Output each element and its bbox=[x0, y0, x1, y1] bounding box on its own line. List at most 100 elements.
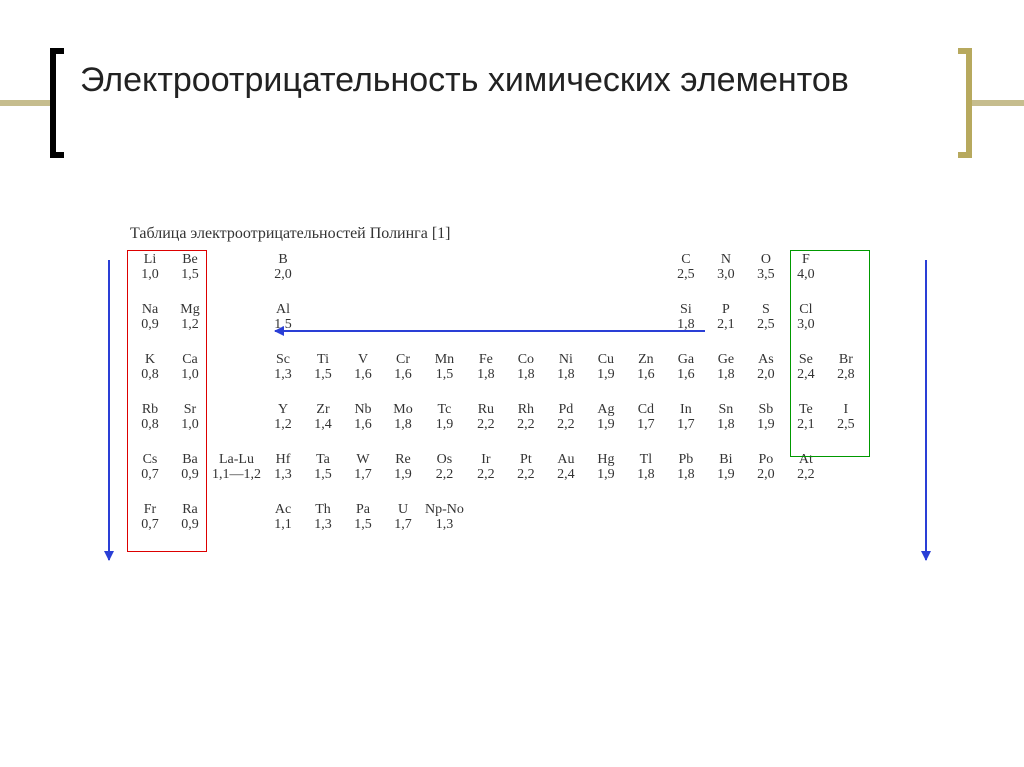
element-symbol: O bbox=[748, 252, 784, 267]
element-cell: Ru2,2 bbox=[466, 402, 506, 446]
element-cell bbox=[466, 302, 506, 346]
element-value: 1,3 bbox=[265, 367, 301, 382]
element-symbol: Pa bbox=[345, 502, 381, 517]
element-symbol: Tl bbox=[628, 452, 664, 467]
element-symbol: Pt bbox=[508, 452, 544, 467]
element-value: 1,2 bbox=[265, 417, 301, 432]
element-value: 1,6 bbox=[668, 367, 704, 382]
element-value: 1,5 bbox=[305, 367, 341, 382]
element-value: 2,2 bbox=[788, 467, 824, 482]
element-symbol: Cr bbox=[385, 352, 421, 367]
element-cell: Ag1,9 bbox=[586, 402, 626, 446]
element-cell: Pt2,2 bbox=[506, 452, 546, 496]
element-symbol: N bbox=[708, 252, 744, 267]
page-title: Электроотрицательность химических элемен… bbox=[80, 60, 849, 100]
element-symbol: Nb bbox=[345, 402, 381, 417]
element-value: 2,0 bbox=[748, 367, 784, 382]
element-cell: Mn1,5 bbox=[423, 352, 466, 396]
element-cell: Re1,9 bbox=[383, 452, 423, 496]
element-symbol: Ag bbox=[588, 402, 624, 417]
element-symbol: P bbox=[708, 302, 744, 317]
element-cell bbox=[506, 302, 546, 346]
element-cell: Os2,2 bbox=[423, 452, 466, 496]
element-cell bbox=[626, 302, 666, 346]
element-value: 1,8 bbox=[468, 367, 504, 382]
periodic-table: Li1,0Be1,5B2,0C2,5N3,0O3,5F4,0Na0,9Mg1,2… bbox=[130, 252, 866, 546]
element-symbol: W bbox=[345, 452, 381, 467]
element-value: 1,8 bbox=[628, 467, 664, 482]
element-cell bbox=[626, 502, 666, 546]
element-symbol: Au bbox=[548, 452, 584, 467]
arrow-down-left-icon bbox=[108, 260, 110, 560]
element-value: 1,3 bbox=[425, 517, 464, 532]
element-value: 2,4 bbox=[548, 467, 584, 482]
element-value: 1,1—1,2 bbox=[212, 467, 261, 482]
element-symbol: Tc bbox=[425, 402, 464, 417]
element-symbol: Bi bbox=[708, 452, 744, 467]
element-cell bbox=[666, 502, 706, 546]
element-symbol: Al bbox=[265, 302, 301, 317]
element-cell: Si1,8 bbox=[666, 302, 706, 346]
element-value: 2,5 bbox=[668, 267, 704, 282]
element-cell: Ga1,6 bbox=[666, 352, 706, 396]
element-cell: In1,7 bbox=[666, 402, 706, 446]
element-cell: V1,6 bbox=[343, 352, 383, 396]
element-symbol: Mn bbox=[425, 352, 464, 367]
element-value: 1,3 bbox=[305, 517, 341, 532]
element-cell: Au2,4 bbox=[546, 452, 586, 496]
element-symbol: Hg bbox=[588, 452, 624, 467]
element-value: 1,7 bbox=[345, 467, 381, 482]
element-cell: Zn1,6 bbox=[626, 352, 666, 396]
highlight-box-red bbox=[127, 250, 207, 552]
element-cell bbox=[626, 252, 666, 296]
element-value: 1,4 bbox=[305, 417, 341, 432]
element-cell bbox=[466, 502, 506, 546]
element-value: 1,9 bbox=[748, 417, 784, 432]
highlight-box-green bbox=[790, 250, 870, 457]
element-cell bbox=[506, 252, 546, 296]
arrow-left-horizontal-icon bbox=[275, 330, 705, 332]
element-value: 1,9 bbox=[708, 467, 744, 482]
element-cell: N3,0 bbox=[706, 252, 746, 296]
element-symbol: Mo bbox=[385, 402, 421, 417]
element-cell: Pd2,2 bbox=[546, 402, 586, 446]
element-cell: Np-No1,3 bbox=[423, 502, 466, 546]
element-value: 2,5 bbox=[748, 317, 784, 332]
element-symbol: La-Lu bbox=[212, 452, 261, 467]
element-cell bbox=[546, 502, 586, 546]
element-cell: C2,5 bbox=[666, 252, 706, 296]
element-cell: B2,0 bbox=[263, 252, 303, 296]
element-cell bbox=[383, 252, 423, 296]
element-cell bbox=[210, 252, 263, 296]
element-cell: Y1,2 bbox=[263, 402, 303, 446]
element-value: 1,9 bbox=[588, 417, 624, 432]
element-symbol: Cd bbox=[628, 402, 664, 417]
element-cell: Fe1,8 bbox=[466, 352, 506, 396]
element-value: 1,7 bbox=[668, 417, 704, 432]
element-cell: As2,0 bbox=[746, 352, 786, 396]
element-cell bbox=[343, 252, 383, 296]
element-symbol: Ge bbox=[708, 352, 744, 367]
element-value: 1,3 bbox=[265, 467, 301, 482]
element-value: 2,0 bbox=[748, 467, 784, 482]
element-symbol: Np-No bbox=[425, 502, 464, 517]
element-value: 2,2 bbox=[468, 417, 504, 432]
element-symbol: Re bbox=[385, 452, 421, 467]
element-cell bbox=[343, 302, 383, 346]
element-cell: La-Lu1,1—1,2 bbox=[210, 452, 263, 496]
element-value: 1,5 bbox=[305, 467, 341, 482]
element-value: 1,8 bbox=[668, 467, 704, 482]
element-symbol: Y bbox=[265, 402, 301, 417]
element-cell bbox=[786, 502, 826, 546]
element-cell bbox=[423, 302, 466, 346]
element-value: 2,1 bbox=[708, 317, 744, 332]
element-symbol: Ni bbox=[548, 352, 584, 367]
element-symbol: Ta bbox=[305, 452, 341, 467]
element-symbol: Th bbox=[305, 502, 341, 517]
element-symbol: Sn bbox=[708, 402, 744, 417]
element-symbol: Zn bbox=[628, 352, 664, 367]
element-value: 1,6 bbox=[385, 367, 421, 382]
element-cell: Mo1,8 bbox=[383, 402, 423, 446]
table-caption: Таблица электроотрицательностей Полинга … bbox=[130, 225, 451, 243]
element-cell bbox=[546, 252, 586, 296]
